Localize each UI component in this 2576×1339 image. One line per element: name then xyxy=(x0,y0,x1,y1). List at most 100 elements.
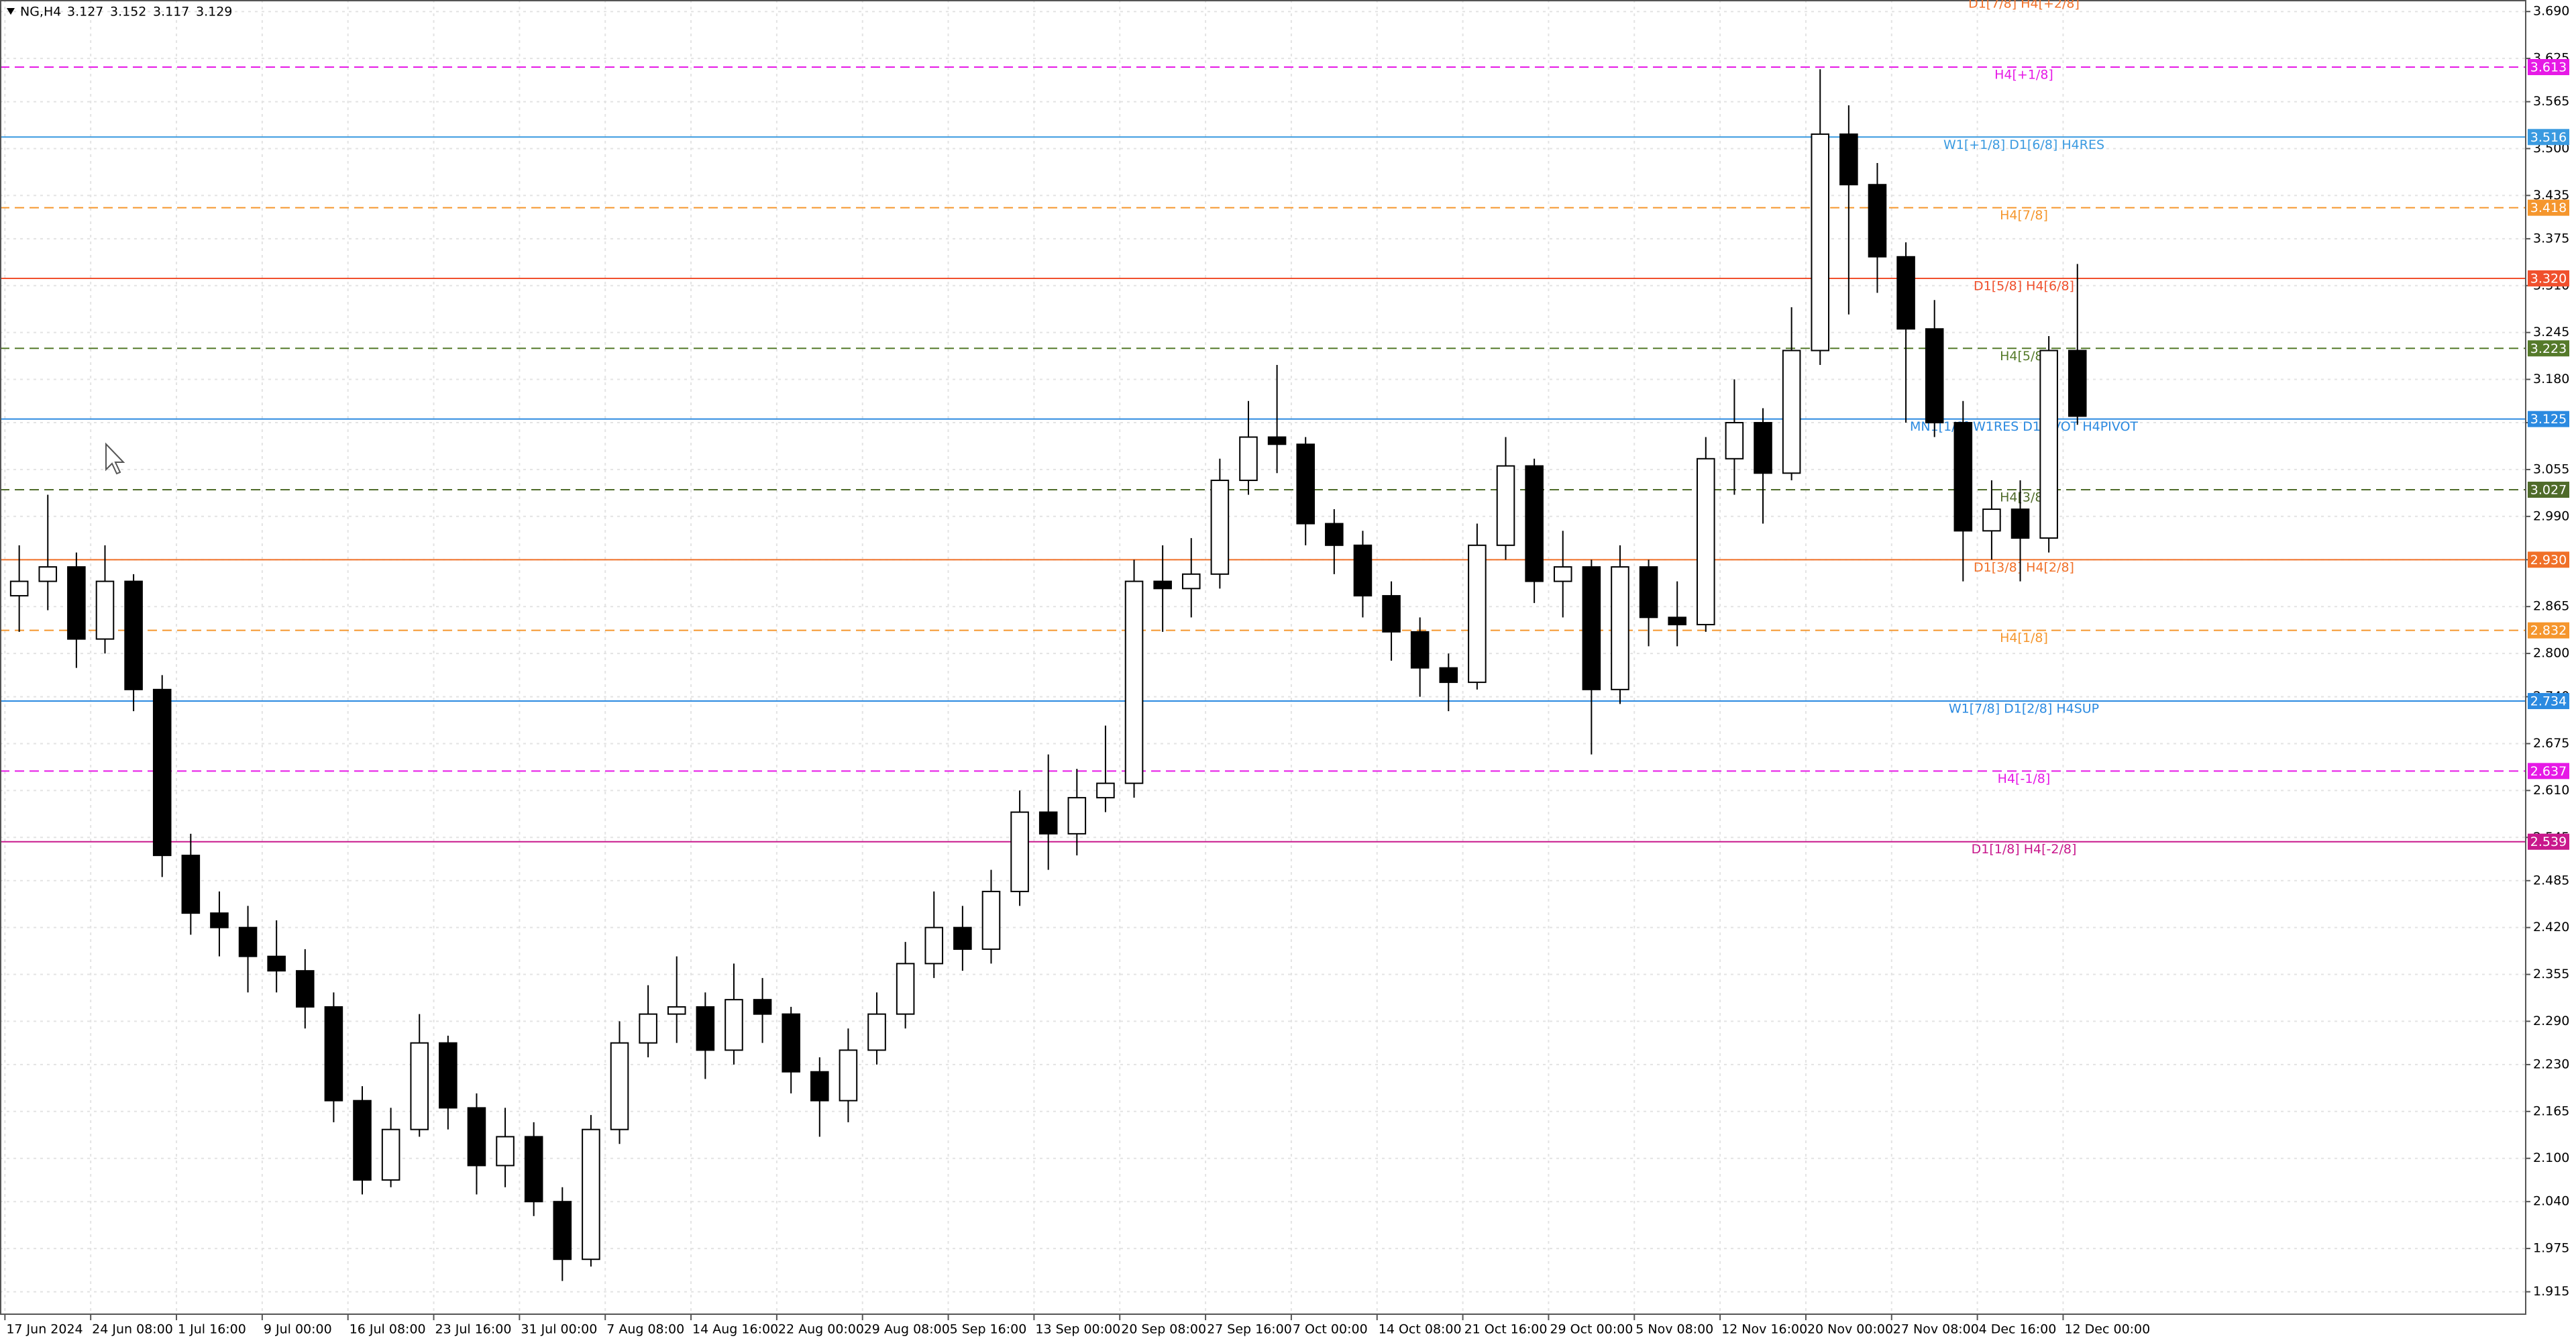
candle-body xyxy=(610,1042,629,1130)
candle-body xyxy=(1811,133,1830,352)
price-tag xyxy=(2528,58,2569,75)
candle-body xyxy=(1868,184,1887,258)
x-tick-label: 14 Aug 16:00 xyxy=(692,1322,778,1337)
candle-body xyxy=(295,970,315,1008)
level-label: H4[5/8] xyxy=(2000,349,2048,364)
price-tag-label: 2.734 xyxy=(2530,694,2567,709)
y-tick-label: 3.690 xyxy=(2533,4,2569,19)
y-tick-label: 2.675 xyxy=(2533,736,2569,751)
candle-body xyxy=(381,1128,400,1181)
candle-body xyxy=(1639,566,1658,619)
candle-body xyxy=(524,1136,543,1203)
candle-body xyxy=(1496,465,1515,546)
x-tick-label: 7 Aug 08:00 xyxy=(606,1322,684,1337)
candle-body xyxy=(1267,436,1287,445)
x-tick-label: 29 Aug 08:00 xyxy=(864,1322,950,1337)
candle-body xyxy=(582,1128,600,1261)
candle-body xyxy=(1582,566,1601,690)
price-tag xyxy=(2528,340,2569,357)
y-tick-label: 1.975 xyxy=(2533,1241,2569,1256)
x-tick-label: 22 Aug 00:00 xyxy=(778,1322,864,1337)
candle-body xyxy=(867,1013,886,1051)
candle-body xyxy=(67,566,86,640)
candle-body xyxy=(724,999,743,1051)
level-label: W1[+1/8] D1[6/8] H4RES xyxy=(1943,138,2104,152)
x-tick-label: 5 Sep 16:00 xyxy=(950,1322,1027,1337)
y-tick-label: 3.245 xyxy=(2533,325,2569,339)
candle-body xyxy=(1611,566,1629,690)
price-tag xyxy=(2528,693,2569,710)
candle-body xyxy=(1325,523,1344,546)
level-label: H4[+1/8] xyxy=(1994,67,2053,82)
candle-body xyxy=(924,926,944,965)
header-ohlc-value: 3.129 xyxy=(196,5,232,19)
candle-body xyxy=(1153,580,1172,590)
x-tick-label: 20 Sep 08:00 xyxy=(1121,1322,1206,1337)
level-label: W1[7/8] D1[2/8] H4SUP xyxy=(1949,702,2099,716)
level-label: MN1[1/8] W1RES D1PIVOT H4PIVOT xyxy=(1910,419,2138,434)
price-tag xyxy=(2528,199,2569,216)
y-tick-label: 3.435 xyxy=(2533,188,2569,203)
x-tick-label: 29 Oct 00:00 xyxy=(1550,1322,1633,1337)
level-label: H4[-1/8] xyxy=(1998,771,2051,786)
y-tick-label: 2.485 xyxy=(2533,873,2569,888)
header-ohlc-value: 3.117 xyxy=(153,5,189,19)
x-tick-label: 9 Jul 00:00 xyxy=(264,1322,332,1337)
price-tag xyxy=(2528,129,2569,146)
x-tick-label: 27 Nov 08:00 xyxy=(1893,1322,1979,1337)
candle-body xyxy=(1181,573,1201,590)
candle-body xyxy=(1925,328,1944,424)
candle-body xyxy=(267,955,286,972)
candle-body xyxy=(152,688,172,857)
candle-body xyxy=(1010,811,1029,892)
price-tag xyxy=(2528,551,2569,568)
price-tag-label: 2.539 xyxy=(2530,835,2567,849)
candle-body xyxy=(553,1201,572,1261)
candle-body xyxy=(1382,595,1401,633)
candle-body xyxy=(839,1049,858,1102)
candle-body xyxy=(467,1107,486,1167)
candle-body xyxy=(1439,667,1458,684)
level-label: H4[1/8] xyxy=(2000,631,2048,645)
candle-body xyxy=(639,1013,657,1044)
x-tick-label: 31 Jul 00:00 xyxy=(521,1322,597,1337)
x-tick-label: 23 Jul 16:00 xyxy=(435,1322,512,1337)
candle-body xyxy=(810,1071,829,1102)
x-tick-label: 27 Sep 16:00 xyxy=(1207,1322,1292,1337)
y-tick-label: 2.040 xyxy=(2533,1194,2569,1209)
level-label: D1[3/8] H4[2/8] xyxy=(1974,560,2074,575)
symbol-arrow xyxy=(7,8,15,15)
candle-body xyxy=(2039,350,2058,539)
x-tick-label: 5 Nov 08:00 xyxy=(1635,1322,1713,1337)
candle-body xyxy=(1553,566,1572,582)
price-tag xyxy=(2528,622,2569,639)
x-tick-label: 21 Oct 16:00 xyxy=(1464,1322,1548,1337)
candle-body xyxy=(1697,458,1715,626)
candle-body xyxy=(1124,580,1144,784)
candle-body xyxy=(1296,443,1316,525)
x-tick-label: 12 Dec 00:00 xyxy=(2064,1322,2150,1337)
y-tick-label: 2.865 xyxy=(2533,599,2569,614)
candle-body xyxy=(181,855,201,914)
candle-body xyxy=(1525,465,1544,582)
top-level-label: D1[7/8] H4[+2/8] xyxy=(1968,0,2080,11)
x-tick-label: 7 Oct 00:00 xyxy=(1293,1322,1368,1337)
candle-body xyxy=(238,926,258,957)
y-tick-label: 3.565 xyxy=(2533,94,2569,109)
candle-body xyxy=(1754,422,1772,474)
y-tick-label: 2.355 xyxy=(2533,967,2569,981)
y-tick-label: 2.290 xyxy=(2533,1014,2569,1028)
candle-body xyxy=(753,999,772,1015)
x-tick-label: 24 Jun 08:00 xyxy=(92,1322,173,1337)
candle-body xyxy=(896,963,915,1015)
candle-body xyxy=(1953,422,1973,532)
x-tick-label: 4 Dec 16:00 xyxy=(1979,1322,2057,1337)
candle-body xyxy=(953,926,972,950)
candle-body xyxy=(1410,631,1430,669)
candle-body xyxy=(496,1136,515,1167)
candle-body xyxy=(439,1042,458,1109)
candle-body xyxy=(782,1013,800,1073)
level-label: H4[7/8] xyxy=(2000,208,2048,223)
price-tag xyxy=(2528,833,2569,850)
